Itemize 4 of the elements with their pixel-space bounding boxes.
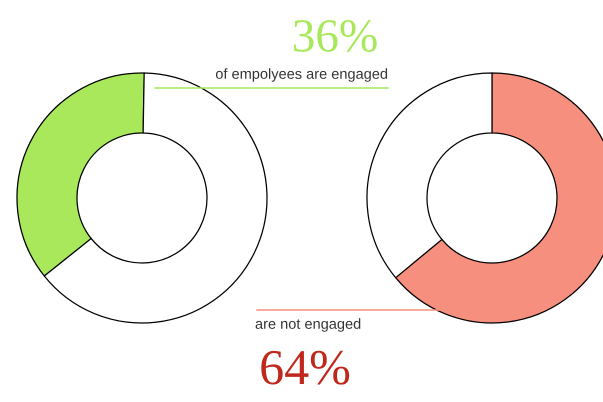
text: 64% [261,350,350,385]
text: 36% [294,20,377,52]
text: are not engaged [256,318,360,332]
text: of empolyees are engaged [216,68,388,82]
